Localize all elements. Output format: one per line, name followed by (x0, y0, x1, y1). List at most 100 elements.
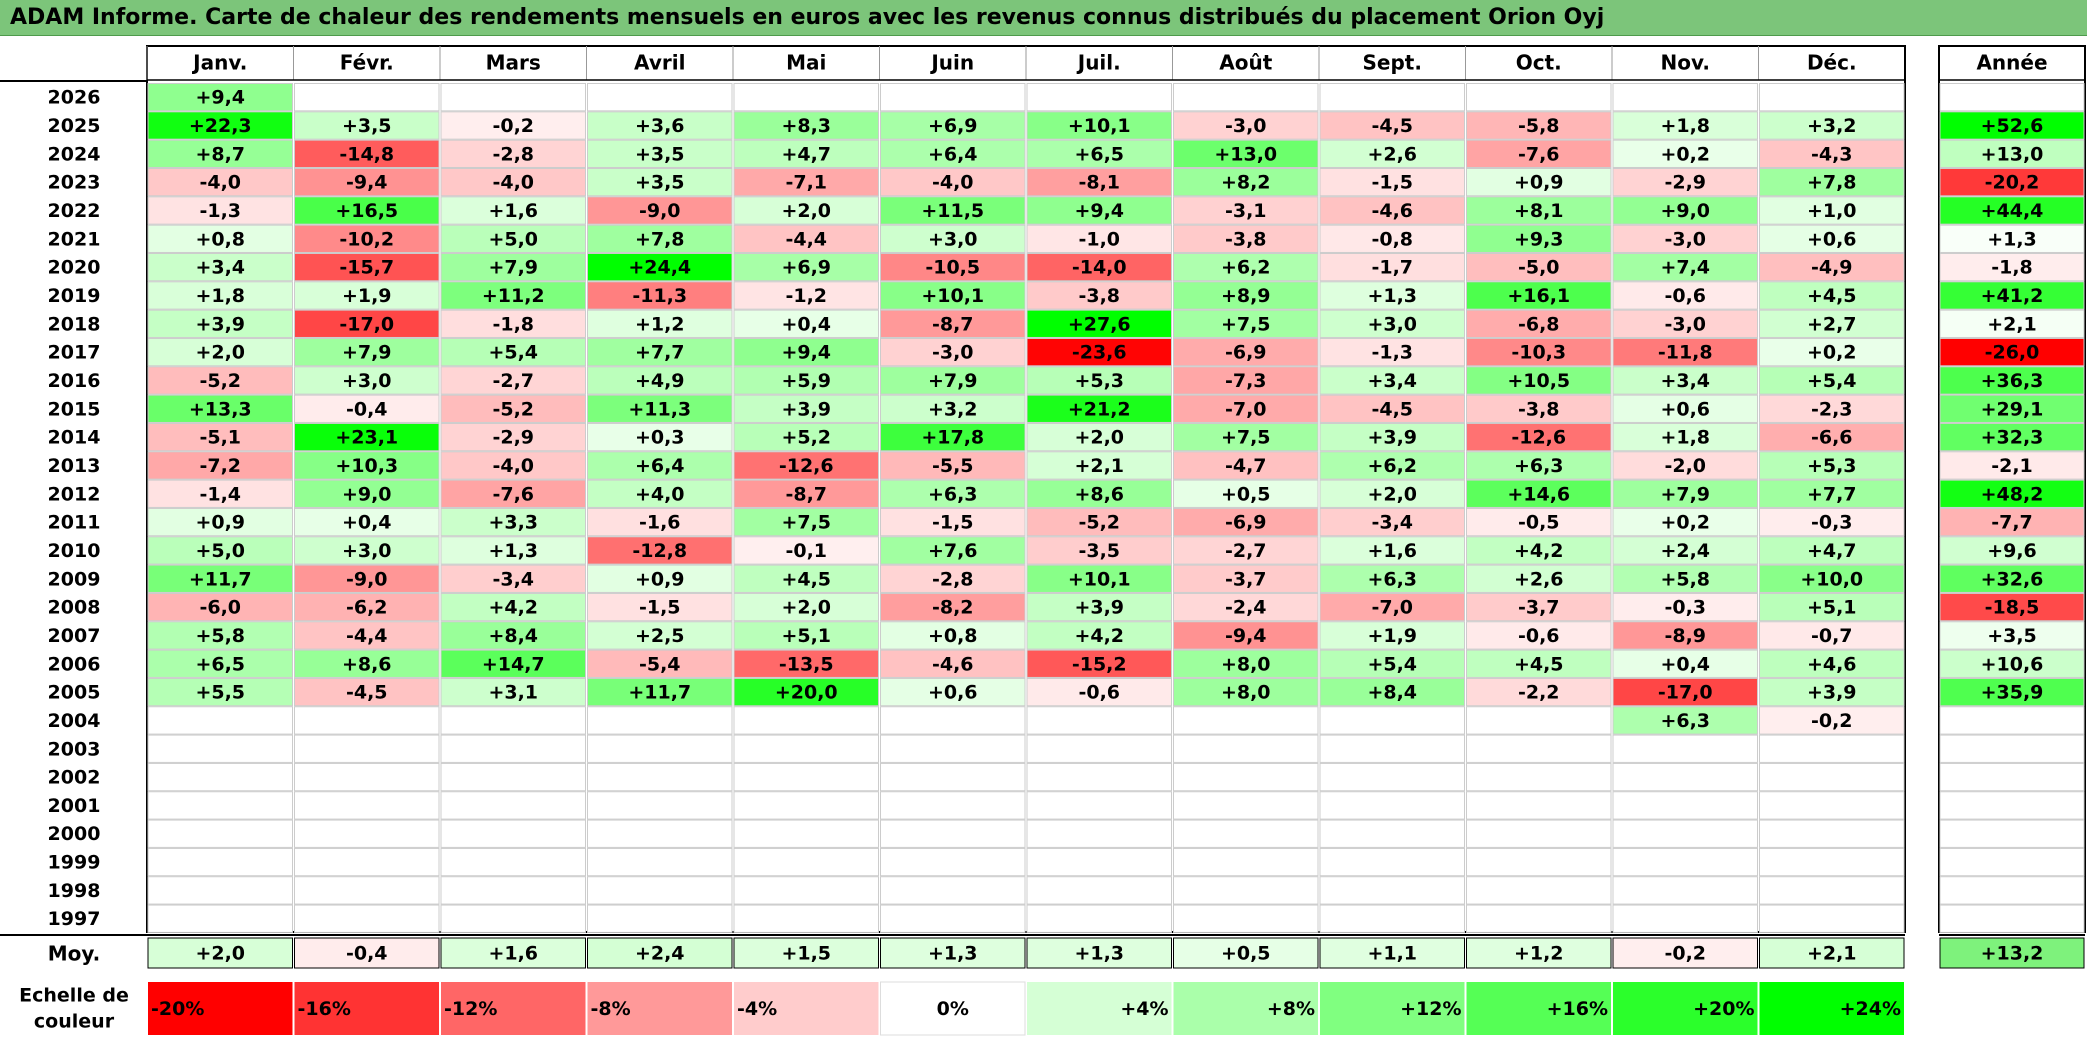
annual-cell (1939, 111, 2085, 140)
heatmap-cell (1319, 366, 1465, 395)
heatmap-cell-label: +6,9 (928, 115, 978, 137)
heatmap-cell-label: +3,0 (1367, 313, 1417, 335)
heatmap-cell (587, 904, 733, 933)
heatmap-cell (1612, 876, 1758, 905)
heatmap-cell-label: -4,6 (1371, 200, 1413, 222)
heatmap-cell (147, 791, 293, 820)
heatmap-cell-label: +3,9 (781, 398, 831, 420)
heatmap-cell (294, 904, 440, 933)
row-year-label: 2015 (48, 398, 101, 420)
heatmap-cell (147, 621, 293, 650)
heatmap-cell (1612, 252, 1758, 282)
heatmap-cell-label: +10,1 (1068, 115, 1131, 137)
heatmap-cell-label: -4,0 (199, 172, 241, 194)
average-cell (880, 937, 1026, 969)
heatmap-cell (733, 734, 879, 763)
heatmap-cell (1759, 819, 1905, 848)
heatmap-cell (1612, 139, 1758, 168)
heatmap-cell-label: -5,2 (199, 370, 241, 392)
heatmap-cell (1759, 592, 1905, 622)
heatmap-cell (1026, 252, 1172, 282)
heatmap-cell (880, 677, 1026, 707)
heatmap-cell (294, 734, 440, 763)
heatmap-cell-label: +2,0 (781, 597, 831, 619)
heatmap-cell-label: +10,3 (335, 455, 398, 477)
heatmap-cell-label: +0,9 (1514, 172, 1564, 194)
heatmap-cell (147, 83, 293, 112)
row-year-label: 1997 (48, 908, 101, 930)
heatmap-cell (1612, 281, 1758, 310)
heatmap-cell-label: +0,8 (928, 625, 978, 647)
heatmap-cell (1173, 621, 1319, 650)
heatmap-cell (440, 592, 586, 622)
row-year-label: 2007 (48, 625, 101, 647)
heatmap-cell (1466, 111, 1612, 140)
heatmap-cell-label: -1,7 (1371, 257, 1413, 279)
row-year-label: 2011 (48, 512, 101, 534)
heatmap-cell-label: +6,3 (1514, 455, 1564, 477)
heatmap-cell (1173, 564, 1319, 593)
annual-cell-label: +52,6 (1981, 115, 2044, 137)
heatmap-cell-label: +8,2 (1221, 172, 1271, 194)
heatmap-cell (1173, 422, 1319, 452)
heatmap-cell (733, 394, 879, 423)
row-year-label: 2018 (48, 313, 101, 335)
heatmap-cell (147, 847, 293, 877)
column-header-1: Janv. (191, 51, 247, 75)
heatmap-cell (587, 309, 733, 338)
heatmap-cell (1612, 224, 1758, 253)
heatmap-cell-label: +20,0 (775, 682, 838, 704)
color-scale-swatch (1759, 982, 1904, 1035)
heatmap-cell (880, 111, 1026, 140)
heatmap-cell (733, 876, 879, 905)
heatmap-cell-label: +5,0 (488, 228, 538, 250)
average-cell (1759, 937, 1905, 969)
heatmap-cell (1319, 167, 1465, 197)
heatmap-cell (1612, 479, 1758, 508)
heatmap-cell-label: -6,9 (1225, 342, 1267, 364)
heatmap-cell-label: +3,5 (635, 172, 685, 194)
heatmap-cell-label: +0,4 (781, 313, 831, 335)
heatmap-cell (1026, 422, 1172, 452)
heatmap-cell-label: +5,9 (781, 370, 831, 392)
heatmap-cell (147, 167, 293, 197)
color-scale-stop-label: -12% (444, 998, 497, 1020)
heatmap-cell-label: -9,0 (346, 568, 388, 590)
heatmap-cell-label: +5,3 (1074, 370, 1124, 392)
annual-cell (1939, 904, 2085, 933)
heatmap-cell-label: -15,7 (339, 257, 394, 279)
annual-cell (1939, 451, 2085, 480)
heatmap-cell (880, 564, 1026, 593)
heatmap-cell (587, 564, 733, 593)
heatmap-cell (1759, 677, 1905, 707)
heatmap-cell (1026, 762, 1172, 792)
heatmap-cell-label: -8,7 (932, 313, 974, 335)
heatmap-cell (733, 224, 879, 253)
annual-cell (1939, 281, 2085, 310)
heatmap-cell (440, 564, 586, 593)
row-year-label: 2009 (48, 568, 101, 590)
row-year-label: 2020 (48, 257, 101, 279)
row-year-label: 2002 (48, 767, 101, 789)
heatmap-cell-label: +5,1 (781, 625, 831, 647)
heatmap-cell-label: +7,9 (342, 342, 392, 364)
color-scale-swatch (441, 982, 586, 1035)
heatmap-cell (294, 281, 440, 310)
heatmap-cell (587, 734, 733, 763)
heatmap-cell-label: +4,7 (781, 143, 831, 165)
heatmap-cell (294, 252, 440, 282)
heatmap-cell (1319, 507, 1465, 537)
heatmap-cell (733, 762, 879, 792)
heatmap-cell-label: +0,8 (195, 228, 245, 250)
heatmap-cell-label: +3,2 (928, 398, 978, 420)
heatmap-cell-label: +0,2 (1807, 342, 1857, 364)
heatmap-cell (440, 83, 586, 112)
heatmap-cell-label: -1,6 (639, 512, 681, 534)
heatmap-cell-label: -0,1 (785, 540, 827, 562)
heatmap-cell (1466, 734, 1612, 763)
heatmap-cell-label: +17,8 (921, 427, 984, 449)
heatmap-cell (880, 309, 1026, 338)
average-cell (1026, 937, 1172, 969)
heatmap-cell-label: -5,5 (932, 455, 974, 477)
heatmap-cell (1319, 224, 1465, 253)
